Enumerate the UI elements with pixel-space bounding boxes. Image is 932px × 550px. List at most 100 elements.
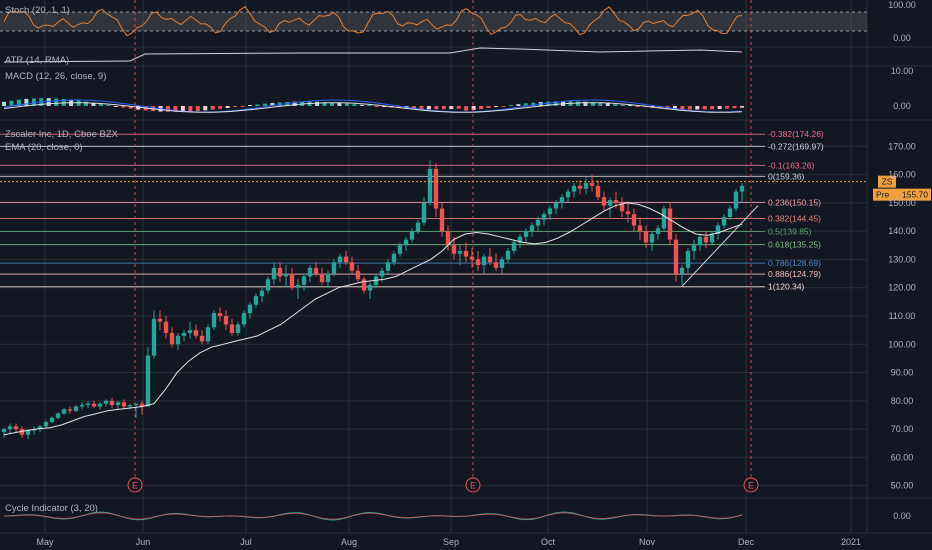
candle-body [421, 202, 427, 223]
macd-histogram-bar [740, 106, 744, 108]
earnings-marker-text: E [748, 481, 754, 491]
price-tick-label: 110.00 [889, 311, 916, 321]
macd-histogram-bar [344, 103, 349, 106]
candle-body [505, 250, 511, 260]
candle-body [451, 245, 457, 254]
fib-level-label: 0(159.36) [768, 171, 805, 181]
candle-body [511, 242, 517, 251]
macd-histogram-bar [24, 98, 29, 106]
candle-body [163, 321, 169, 333]
ema-title[interactable]: EMA (20, close, 0) [5, 142, 83, 153]
candle-body [55, 413, 61, 418]
macd-histogram-bar [136, 106, 141, 110]
macd-histogram-bar [501, 106, 506, 107]
candle-body [145, 355, 151, 407]
candle-body [613, 200, 619, 203]
price-tick-label: 100.00 [888, 339, 916, 349]
macd-histogram-bar [464, 106, 469, 111]
stoch-title[interactable]: Stoch (20, 1, 1) [5, 5, 70, 16]
candle-body [115, 402, 121, 406]
macd-histogram-bar [128, 106, 133, 109]
price-title[interactable]: Zscaler Inc, 1D, Cboe BZX [5, 129, 119, 140]
macd-histogram-bar [315, 101, 320, 106]
candle-body [361, 279, 367, 291]
candle-body [43, 422, 49, 427]
macd-histogram-bar [516, 104, 521, 106]
macd-histogram-bar [2, 101, 6, 106]
candle-body [205, 327, 211, 342]
macd-histogram-bar [441, 106, 446, 110]
macd-pane: 10.00 0.00 [2, 66, 913, 113]
macd-histogram-bar [91, 102, 96, 106]
candle-body [397, 245, 403, 254]
fib-level-label: -0.272(169.97) [768, 141, 824, 151]
time-tick-label: May [36, 537, 54, 547]
candle-body [25, 430, 31, 435]
macd-histogram-bar [695, 106, 700, 110]
candle-body [211, 313, 217, 328]
candle-body [355, 270, 361, 280]
pre-market-label: Pre [876, 190, 890, 200]
candle-body [301, 276, 307, 285]
candle-body [139, 403, 145, 407]
candle-body [289, 273, 295, 288]
time-tick-label: Sep [443, 537, 459, 547]
candle-body [49, 417, 55, 423]
macd-histogram-bar [76, 100, 81, 106]
time-tick-label: Nov [639, 537, 656, 547]
candle-body [427, 168, 433, 203]
macd-histogram-bar [84, 101, 88, 106]
macd-histogram-bar [576, 101, 580, 106]
candle-body [325, 273, 331, 283]
macd-title[interactable]: MACD (12, 26, close, 9) [5, 71, 106, 82]
candle-body [157, 318, 163, 322]
candle-body [7, 426, 13, 430]
macd-histogram-bar [635, 106, 640, 107]
macd-histogram-bar [419, 106, 424, 110]
macd-histogram-bar [262, 103, 267, 106]
candle-body [565, 191, 571, 198]
earnings-marker [127, 477, 143, 493]
cycle-title[interactable]: Cycle Indicator (3, 20) [5, 503, 98, 514]
price-tick-label: 160.00 [888, 170, 916, 180]
macd-histogram-bar [687, 106, 692, 110]
candle-body [655, 228, 661, 234]
macd-histogram-bar [46, 98, 51, 106]
candle-body [475, 259, 481, 266]
macd-histogram-bar [553, 101, 558, 106]
price-tick-label: 70.00 [891, 424, 914, 434]
candle-body [307, 267, 313, 277]
price-tick-label: 130.00 [888, 254, 916, 264]
time-tick-label: Oct [541, 537, 556, 547]
candle-body [457, 250, 463, 254]
atr-title[interactable]: ATR (14, RMA) [5, 55, 69, 66]
candle-body [589, 183, 595, 186]
candle-body [571, 185, 577, 192]
stoch-pane: 100.00 0.00 [0, 0, 916, 43]
fib-level-label: 0.236(150.15) [768, 197, 821, 207]
fib-level-label: 0.886(124.79) [768, 269, 821, 279]
macd-tick-label: 0.00 [893, 101, 911, 111]
candle-body [13, 426, 19, 430]
macd-histogram-bar [672, 106, 677, 110]
candle-body [739, 185, 745, 192]
candle-body [577, 185, 583, 189]
candle-body [499, 259, 505, 268]
fib-level-label: 0.5(139.85) [768, 227, 812, 237]
candle-body [691, 245, 697, 251]
earnings-marker-text: E [470, 481, 476, 491]
macd-histogram-bar [359, 104, 364, 106]
macd-histogram-bar [658, 106, 662, 109]
fib-level-label: 0.618(135.25) [768, 240, 821, 250]
macd-histogram-bar [680, 106, 685, 110]
ema-line [3, 202, 743, 436]
macd-histogram-bar [710, 106, 715, 110]
macd-histogram-bar [180, 106, 185, 112]
macd-histogram-bar [330, 102, 334, 106]
candle-body [727, 208, 733, 217]
candle-body [229, 324, 235, 333]
candle-body [1, 429, 7, 432]
candle-body [313, 267, 319, 274]
candle-body [151, 318, 157, 356]
